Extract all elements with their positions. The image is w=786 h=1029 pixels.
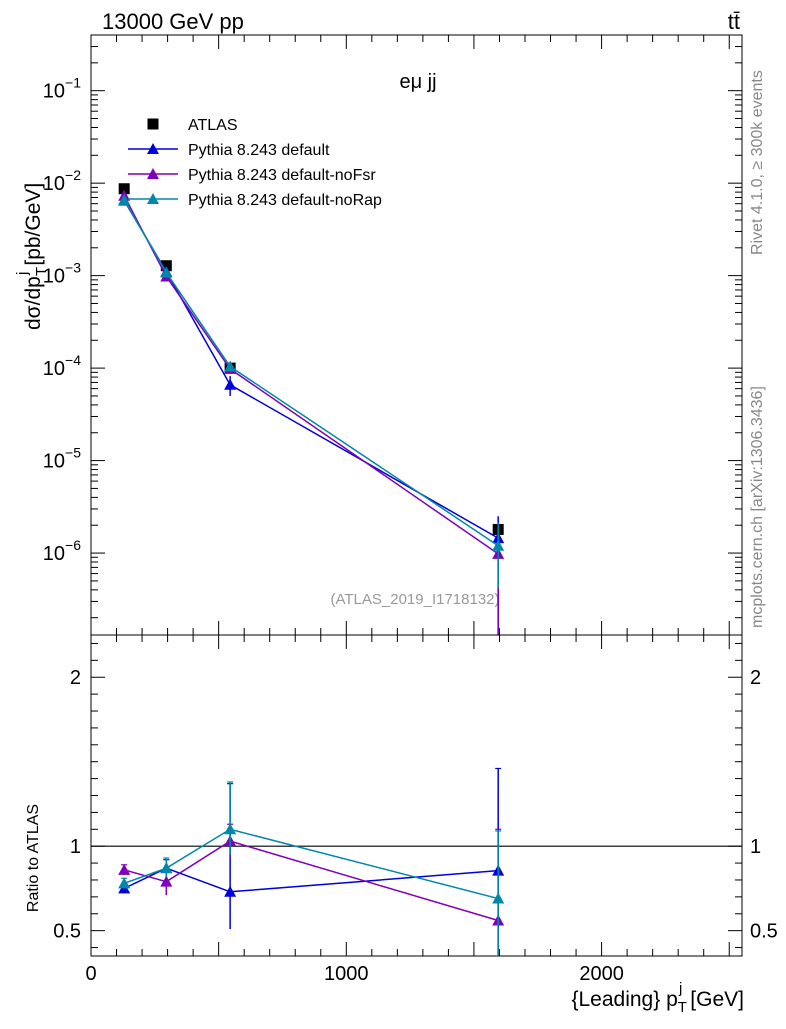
main-y-tick-label-base: 10	[43, 266, 65, 288]
main-point-noRap	[160, 266, 173, 278]
legend-label-atlas: ATLAS	[188, 117, 238, 134]
main-panel: 10−610−510−410−310−210−1	[43, 34, 743, 636]
legend: ATLAS Pythia 8.243 default Pythia 8.243 de…	[128, 117, 382, 209]
header-left-label: 13000 GeV pp	[102, 9, 244, 34]
main-point-noRap	[118, 193, 131, 205]
analysis-id-label: (ATLAS_2019_I1718132)	[330, 591, 499, 608]
ratio-point-noRap	[492, 892, 505, 904]
main-y-tick-label-exp: −1	[65, 75, 81, 91]
header-right-label: tt̄	[728, 9, 740, 34]
ratio-point-noFsr	[118, 863, 131, 875]
x-label-sup: j	[678, 980, 682, 997]
ratio-y-tick-label-right: 2	[750, 667, 761, 689]
ratio-point-noFsr	[160, 875, 173, 887]
main-y-tick-label-base: 10	[43, 451, 65, 473]
main-y-tick-label: 10−6	[43, 537, 81, 565]
legend-label-noRap: Pythia 8.243 default-noRap	[188, 192, 382, 209]
ratio-series-line-noFsr	[123, 840, 499, 922]
main-y-tick-label-base: 10	[43, 358, 65, 380]
main-y-tick-label-base: 10	[43, 543, 65, 565]
main-series-line-default	[123, 200, 499, 539]
legend-marker-atlas	[147, 118, 159, 130]
main-point-noRap	[224, 360, 237, 372]
main-point-atlas	[118, 183, 130, 195]
ratio-point-default	[224, 885, 237, 897]
x-label-a: {Leading} p	[571, 988, 677, 1011]
ratio-y-tick-label-right: 1	[750, 836, 761, 858]
main-point-default	[224, 378, 237, 390]
legend-marker-noRap	[147, 193, 159, 204]
main-y-label-sub: T	[33, 267, 50, 276]
main-y-tick-label: 10−5	[43, 445, 81, 473]
main-y-tick-label-base: 10	[43, 173, 65, 195]
ratio-y-tick-label: 2	[70, 667, 81, 689]
ratio-panel: 0 1000 2000 0.5 0.5 1 1 2 2	[53, 634, 778, 985]
main-y-tick-label-base: 10	[43, 81, 65, 103]
legend-marker-noFsr	[147, 168, 159, 179]
main-point-noRap	[492, 539, 505, 551]
main-y-tick-label-exp: −6	[65, 537, 81, 553]
channel-label: eμ jj	[399, 71, 436, 93]
main-y-tick-label-exp: −5	[65, 445, 81, 461]
ratio-y-tick-label-right: 0.5	[750, 921, 778, 943]
ratio-point-noRap	[160, 862, 173, 874]
legend-marker-default	[147, 143, 159, 154]
main-series-line-noFsr	[123, 195, 499, 555]
x-axis-label: {Leading} pTj [GeV]	[571, 980, 744, 1016]
x-tick-label: 2000	[579, 963, 624, 985]
main-y-tick-label: 10−4	[43, 352, 81, 380]
main-y-tick-label: 10−1	[43, 75, 81, 103]
main-y-tick-label-exp: −4	[65, 352, 81, 368]
main-y-tick-label: 10−3	[43, 260, 81, 288]
main-y-tick-label-exp: −2	[65, 167, 81, 183]
x-label-sub: T	[678, 999, 687, 1016]
rivet-version-label: Rivet 4.1.0, ≥ 300k events	[749, 70, 766, 255]
ratio-series-line-default	[123, 867, 499, 893]
main-y-tick-label-exp: −3	[65, 260, 81, 276]
x-tick-label: 0	[85, 963, 96, 985]
main-y-axis-label: dσ/dpTj [pb/GeV]	[14, 183, 50, 330]
ratio-y-tick-label: 0.5	[53, 921, 81, 943]
main-y-label-a: dσ/dp	[22, 276, 45, 330]
x-tick-label: 1000	[324, 963, 369, 985]
main-point-atlas	[160, 260, 172, 272]
ratio-y-tick-label: 1	[70, 836, 81, 858]
ratio-plot-frame	[90, 634, 743, 957]
mcplots-label: mcplots.cern.ch [arXiv:1306.3436]	[749, 386, 766, 628]
legend-label-default: Pythia 8.243 default	[188, 142, 330, 159]
legend-label-noFsr: Pythia 8.243 default-noFsr	[188, 167, 376, 184]
ratio-series-line-noRap	[123, 828, 499, 900]
main-series-line-noRap	[123, 199, 499, 547]
main-y-tick-label: 10−2	[43, 167, 81, 195]
main-y-label-sup: j	[14, 272, 31, 276]
main-y-label-b: [pb/GeV]	[22, 183, 45, 266]
x-label-b: [GeV]	[690, 988, 744, 1011]
ratio-point-noRap	[224, 823, 237, 835]
ratio-point-noRap	[118, 877, 131, 889]
ratio-y-axis-label: Ratio to ATLAS	[25, 804, 42, 912]
